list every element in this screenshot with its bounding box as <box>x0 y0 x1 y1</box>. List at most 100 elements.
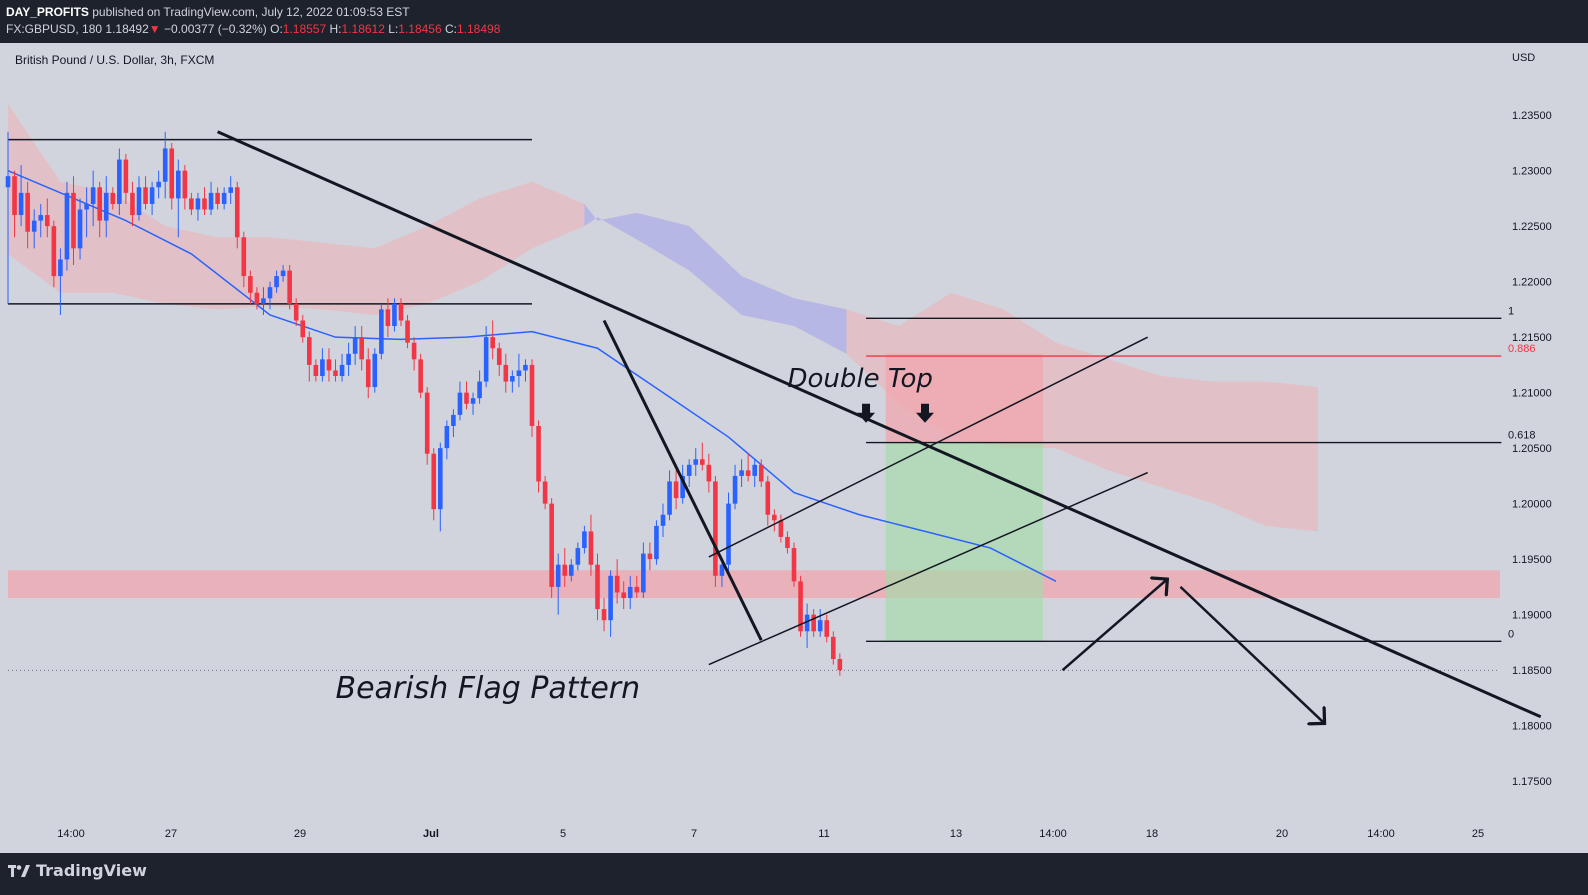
candle-body <box>162 148 168 182</box>
fib-level-label: 0 <box>1508 628 1514 640</box>
candle-body <box>824 620 830 637</box>
time-tick-label: 18 <box>1146 828 1158 840</box>
candle-body <box>686 464 692 476</box>
candle-body <box>745 470 751 476</box>
author-name[interactable]: DAY_PROFITS <box>6 5 89 19</box>
symbol-title: British Pound / U.S. Dollar, 3h, FXCM <box>15 53 214 67</box>
annotations[interactable]: Double Top Bearish Flag Pattern <box>336 364 933 706</box>
fibonacci-retracement[interactable]: 1 0.886 0.618 0 <box>866 305 1536 642</box>
candle-body <box>457 392 463 415</box>
symbol-name[interactable]: FX:GBPUSD, 180 <box>6 22 103 36</box>
projection-arrows[interactable] <box>1061 579 1325 724</box>
tradingview-logo[interactable]: TradingView <box>8 861 147 880</box>
candle-body <box>313 364 319 376</box>
publish-info: DAY_PROFITS published on TradingView.com… <box>6 4 410 20</box>
candle-body <box>575 548 581 565</box>
fib-level-label: 0.618 <box>1508 430 1536 442</box>
close-label: C: <box>445 22 457 36</box>
candle-body <box>307 337 312 365</box>
candle-body <box>280 270 286 277</box>
candle-body <box>758 464 764 482</box>
candle-body <box>176 170 181 199</box>
candle-body <box>496 348 502 365</box>
candle-body <box>25 192 30 232</box>
time-tick-label: 25 <box>1472 828 1484 840</box>
candle-body <box>293 303 299 321</box>
time-tick-label: Jul <box>423 828 439 840</box>
candle-body <box>529 364 535 426</box>
trendline[interactable] <box>708 336 1149 558</box>
candle-body <box>582 531 587 549</box>
candle-body <box>693 459 699 465</box>
candle-body <box>654 525 659 560</box>
candle-body <box>189 198 194 210</box>
price-change: −0.00377 (−0.32%) <box>164 22 267 36</box>
candle-body <box>523 364 528 371</box>
candle-body <box>647 553 653 560</box>
price-tick-label: 1.17500 <box>1512 776 1552 788</box>
candle-body <box>234 187 240 238</box>
candle-body <box>18 192 24 216</box>
projection-arrow[interactable] <box>1061 579 1168 672</box>
trendlines[interactable] <box>216 130 1542 719</box>
trade-position[interactable] <box>885 353 1043 642</box>
projection-arrow[interactable] <box>1179 585 1324 724</box>
price-tick-label: 1.18000 <box>1512 721 1552 733</box>
candle-body <box>542 481 548 504</box>
candle-body <box>228 187 233 193</box>
candle-body <box>215 192 220 204</box>
stop-loss-zone[interactable] <box>885 353 1043 443</box>
candle-body <box>123 159 129 193</box>
candle-body <box>372 353 378 388</box>
candle-body <box>621 592 626 598</box>
candle-body <box>51 226 57 277</box>
double-top-label[interactable]: Double Top <box>787 364 932 394</box>
support-zone <box>8 570 1500 598</box>
candle-body <box>103 192 109 221</box>
low-value: 1.18456 <box>398 22 442 36</box>
candle-body <box>831 636 836 660</box>
candle-body <box>411 342 417 360</box>
open-value: 1.18557 <box>282 22 327 36</box>
candle-body <box>326 359 332 371</box>
candle-body <box>451 414 456 426</box>
symbol-legend: FX:GBPUSD, 180 1.18492▼ −0.00377 (−0.32%… <box>6 21 500 37</box>
candle-body <box>536 425 541 482</box>
candle-body <box>791 548 797 582</box>
candle-body <box>627 586 633 598</box>
price-axis[interactable]: USD 1.23500 1.23000 1.22500 1.22000 1.21500 1… <box>1512 52 1552 788</box>
candle-body <box>765 481 771 515</box>
time-axis[interactable]: 14:00 27 29 Jul 5 7 11 13 14:00 18 20 14:00 25 <box>57 828 1484 840</box>
tradingview-logo-icon <box>8 864 30 877</box>
candle-body <box>549 503 554 587</box>
time-tick-label: 14:00 <box>1039 828 1067 840</box>
publish-text: published on TradingView.com, July 12, 2… <box>88 5 410 19</box>
candle-body <box>503 364 509 382</box>
price-tick-label: 1.21500 <box>1512 332 1552 344</box>
price-tick-label: 1.21000 <box>1512 388 1552 400</box>
candle-body <box>221 192 227 204</box>
candle-body <box>752 464 757 476</box>
candle-body <box>588 531 594 565</box>
bearish-flag-label[interactable]: Bearish Flag Pattern <box>336 671 641 706</box>
price-tick-label: 1.23500 <box>1512 110 1552 122</box>
candle-body <box>117 159 122 204</box>
candle-body <box>202 198 207 210</box>
chart-canvas[interactable]: 1 0.886 0.618 0 Double Top Bearish Flag Patt… <box>0 43 1588 853</box>
candle-body <box>680 475 685 499</box>
time-tick-label: 20 <box>1276 828 1288 840</box>
candle-body <box>31 220 37 232</box>
trendline[interactable] <box>216 130 1542 719</box>
trendline[interactable] <box>708 471 1149 666</box>
candle-body <box>346 353 351 365</box>
trendline[interactable] <box>602 319 763 641</box>
candle-body <box>300 320 306 338</box>
price-tick-label: 1.18500 <box>1512 665 1552 677</box>
change-down-icon: ▼ <box>148 22 161 36</box>
high-value: 1.18612 <box>341 22 385 36</box>
close-value: 1.18498 <box>457 22 501 36</box>
price-tick-label: 1.20000 <box>1512 499 1552 511</box>
candle-body <box>569 564 574 576</box>
arrow-down-icon <box>857 403 876 423</box>
candle-body <box>470 398 476 404</box>
